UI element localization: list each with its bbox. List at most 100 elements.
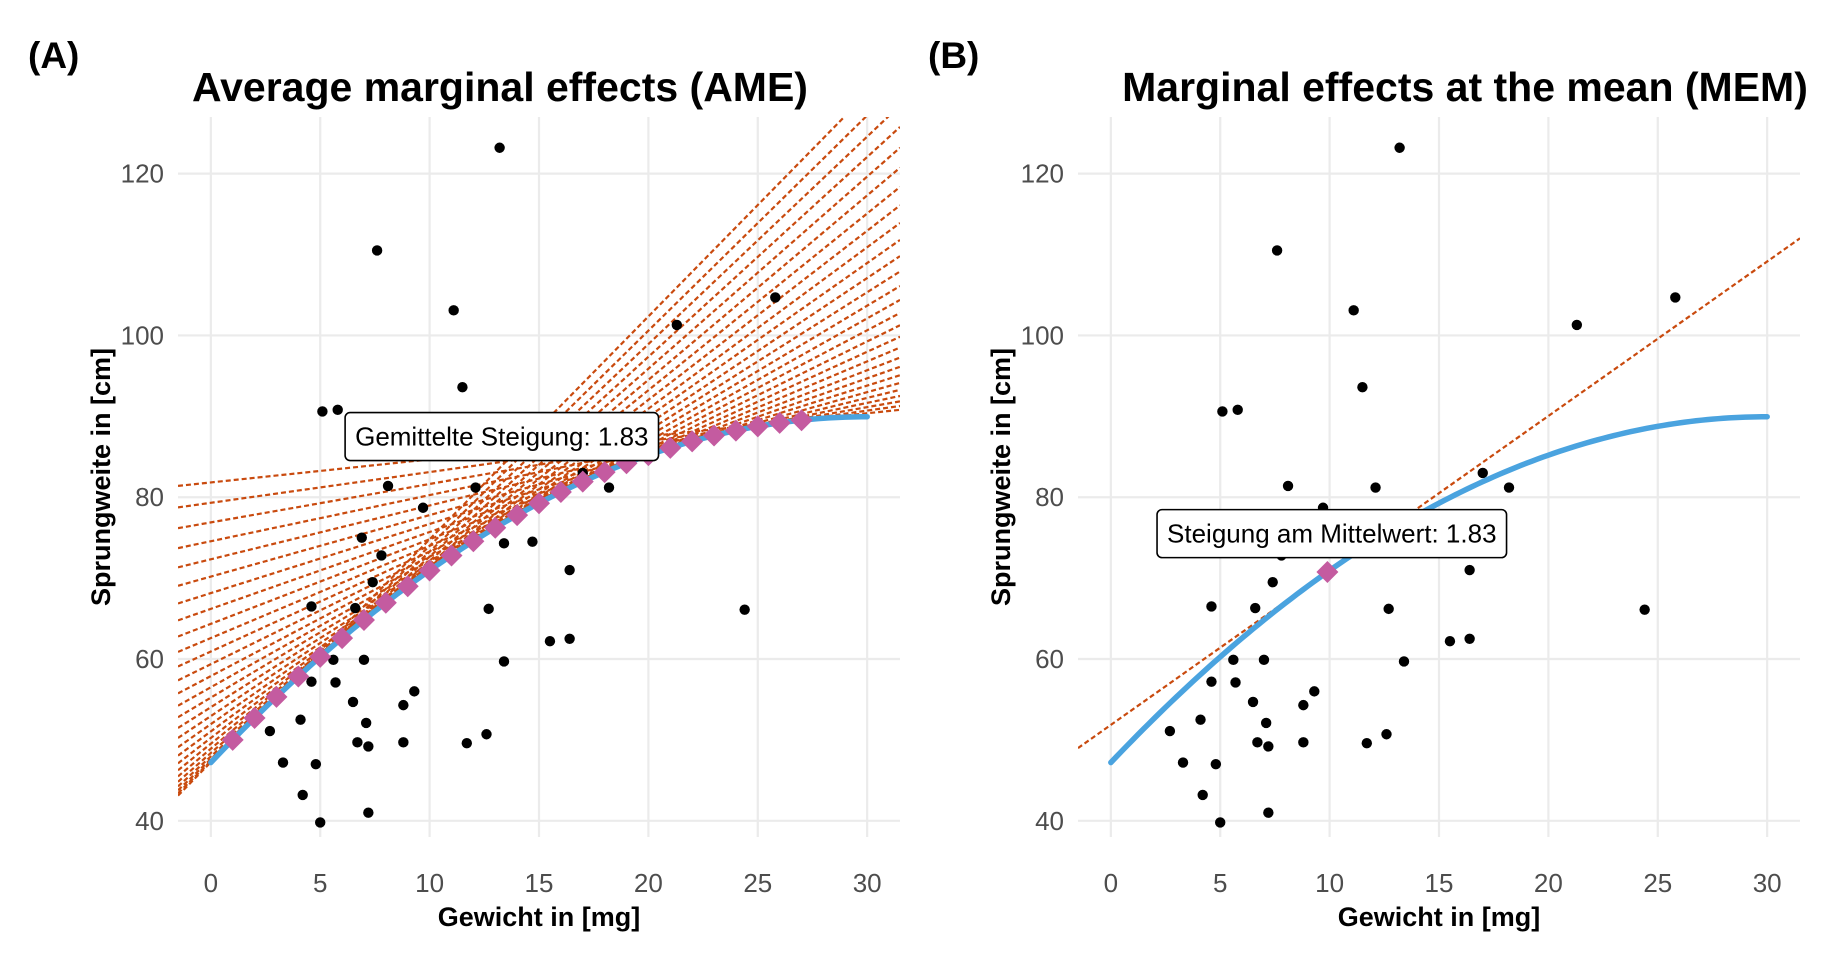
tangent-line — [178, 394, 900, 550]
data-point — [1639, 604, 1650, 615]
data-point — [1195, 714, 1206, 725]
x-tick-label: 15 — [1425, 868, 1454, 898]
slope-marker — [243, 706, 266, 729]
data-point — [382, 480, 394, 492]
x-axis-label: Gewicht in [mg] — [1338, 902, 1541, 932]
data-point — [363, 741, 374, 752]
x-tick-label: 0 — [1104, 868, 1118, 898]
slope-marker — [462, 530, 485, 553]
slope-markers — [1316, 560, 1339, 583]
annotation-text: Gemittelte Steigung: 1.83 — [355, 422, 648, 452]
y-tick-label: 80 — [1035, 482, 1064, 512]
data-point — [417, 502, 429, 513]
tangent-lines — [1078, 237, 1800, 749]
slope-marker — [396, 575, 419, 598]
data-point — [297, 789, 308, 801]
slope-marker — [681, 430, 704, 453]
y-tick-label: 120 — [1021, 159, 1064, 189]
data-point — [494, 142, 505, 153]
x-tick-label: 30 — [1753, 868, 1782, 898]
slope-marker — [331, 627, 354, 650]
data-point — [1370, 482, 1381, 493]
y-axis-label: Sprungweite in [cm] — [986, 348, 1016, 606]
data-point — [770, 292, 781, 303]
panel-a: 0 5 10 15 20 25 30 40 60 80 100 120 (A) Average margi… — [28, 35, 900, 932]
data-point — [1215, 817, 1226, 828]
data-point — [350, 602, 361, 614]
slope-marker — [287, 665, 310, 688]
data-point — [1263, 741, 1274, 752]
data-point — [739, 604, 750, 615]
slope-marker — [418, 559, 441, 582]
panel-b: 0 5 10 15 20 25 30 40 60 80 100 120 (B) Marginal effe… — [928, 35, 1808, 932]
x-tick-label: 5 — [313, 868, 327, 898]
grid — [1078, 117, 1800, 837]
tangent-line — [1078, 237, 1800, 749]
data-point — [448, 305, 459, 316]
slope-marker — [790, 409, 813, 432]
data-point — [367, 576, 378, 588]
data-point — [461, 737, 472, 749]
data-point — [1464, 633, 1475, 644]
annotation-box — [344, 411, 660, 462]
x-tick-label: 5 — [1213, 868, 1227, 898]
data-point — [1250, 602, 1261, 614]
data-point — [1177, 757, 1189, 768]
x-axis-label: Gewicht in [mg] — [438, 902, 641, 932]
data-point — [1252, 737, 1263, 748]
data-point — [1258, 654, 1270, 666]
data-point — [330, 677, 341, 688]
data-point — [1381, 729, 1392, 740]
data-point — [277, 757, 289, 768]
grid — [178, 117, 900, 837]
data-point — [363, 807, 374, 818]
y-tick-label: 40 — [135, 806, 164, 836]
tangent-line — [178, 374, 900, 605]
slope-marker — [746, 415, 769, 438]
slope-marker — [593, 461, 616, 484]
data-point — [1394, 142, 1405, 153]
data-point — [1164, 725, 1176, 737]
slope-marker — [309, 645, 332, 668]
data-point — [527, 536, 538, 547]
data-point — [1260, 717, 1272, 729]
x-tick-label: 10 — [1315, 868, 1344, 898]
x-tick-label: 10 — [415, 868, 444, 898]
data-point — [671, 319, 683, 331]
data-point — [1361, 737, 1373, 749]
data-point — [481, 729, 492, 740]
data-point — [1228, 654, 1239, 666]
x-tick-label: 25 — [743, 868, 772, 898]
data-point — [1444, 636, 1456, 647]
slope-marker — [571, 470, 594, 493]
data-point — [457, 382, 468, 393]
data-point — [1571, 319, 1583, 331]
slope-marker — [768, 411, 791, 434]
x-tick-label: 20 — [634, 868, 663, 898]
plot-area — [1078, 142, 1800, 828]
data-point — [1230, 677, 1241, 688]
fit-curve — [1108, 413, 1770, 766]
y-tick-label: 100 — [121, 320, 164, 350]
data-point — [306, 601, 317, 612]
annotation: Gemittelte Steigung: 1.83 — [344, 411, 660, 462]
slope-marker — [484, 516, 507, 539]
x-tick-label: 25 — [1643, 868, 1672, 898]
annotation-box — [1156, 508, 1508, 559]
y-tick-label: 100 — [1021, 320, 1064, 350]
data-point — [306, 676, 317, 687]
data-point — [1267, 576, 1278, 588]
data-point — [1247, 696, 1259, 708]
data-point — [358, 654, 370, 666]
data-point — [498, 656, 510, 667]
slope-marker — [659, 436, 682, 459]
slope-marker — [440, 544, 463, 567]
data-point — [1232, 404, 1243, 416]
slope-marker — [265, 685, 288, 708]
data-points — [264, 142, 781, 828]
data-point — [1383, 603, 1394, 615]
data-point — [1309, 686, 1320, 697]
slope-marker — [528, 492, 550, 515]
y-tick-label: 60 — [1035, 644, 1064, 674]
